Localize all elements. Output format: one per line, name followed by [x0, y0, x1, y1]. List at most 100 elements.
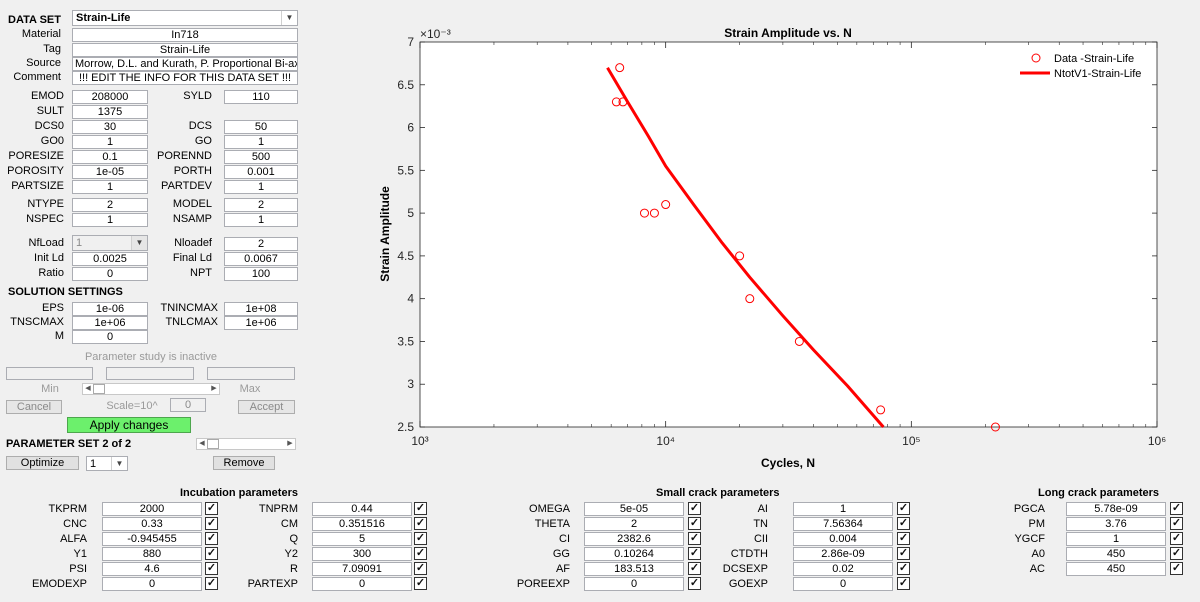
slider-right-arrow-icon[interactable]: ▶ [287, 440, 293, 447]
model-field[interactable]: 2 [224, 198, 298, 212]
porennd-field[interactable]: 500 [224, 150, 298, 164]
gg-field[interactable]: 0.10264 [584, 547, 684, 561]
pm-field[interactable]: 3.76 [1066, 517, 1166, 531]
dcsexp-checkbox[interactable]: ✓ [897, 562, 910, 575]
m-field[interactable]: 0 [72, 330, 148, 344]
y2-checkbox[interactable]: ✓ [414, 547, 427, 560]
cii-field[interactable]: 0.004 [793, 532, 893, 546]
omega-checkbox[interactable]: ✓ [688, 502, 701, 515]
accept-button[interactable]: Accept [238, 400, 295, 414]
a0-checkbox[interactable]: ✓ [1170, 547, 1183, 560]
slider-left-arrow-icon[interactable]: ◀ [85, 385, 91, 392]
nsamp-field[interactable]: 1 [224, 213, 298, 227]
q-checkbox[interactable]: ✓ [414, 532, 427, 545]
optimize-button[interactable]: Optimize [6, 456, 79, 470]
slider-left-arrow-icon[interactable]: ◀ [199, 440, 205, 447]
go0-field[interactable]: 1 [72, 135, 148, 149]
q-field[interactable]: 5 [312, 532, 412, 546]
pgca-checkbox[interactable]: ✓ [1170, 502, 1183, 515]
param-study-slider[interactable]: ◀ ▶ [82, 383, 220, 395]
ac-field[interactable]: 450 [1066, 562, 1166, 576]
goexp-checkbox[interactable]: ✓ [897, 577, 910, 590]
psi-checkbox[interactable]: ✓ [205, 562, 218, 575]
af-checkbox[interactable]: ✓ [688, 562, 701, 575]
pgca-field[interactable]: 5.78e-09 [1066, 502, 1166, 516]
slider-right-arrow-icon[interactable]: ▶ [211, 385, 217, 392]
y2-field[interactable]: 300 [312, 547, 412, 561]
tnprm-field[interactable]: 0.44 [312, 502, 412, 516]
tn-checkbox[interactable]: ✓ [897, 517, 910, 530]
sult-field[interactable]: 1375 [72, 105, 148, 119]
dcsexp-field[interactable]: 0.02 [793, 562, 893, 576]
porosity-field[interactable]: 1e-05 [72, 165, 148, 179]
slider-thumb[interactable] [207, 439, 219, 449]
gg-checkbox[interactable]: ✓ [688, 547, 701, 560]
cii-checkbox[interactable]: ✓ [897, 532, 910, 545]
partexp-field[interactable]: 0 [312, 577, 412, 591]
emodexp-field[interactable]: 0 [102, 577, 202, 591]
poreexp-checkbox[interactable]: ✓ [688, 577, 701, 590]
finalld-field[interactable]: 0.0067 [224, 252, 298, 266]
source-field[interactable]: Morrow, D.L. and Kurath, P. Proportional… [72, 57, 298, 71]
comment-field[interactable]: !!! EDIT THE INFO FOR THIS DATA SET !!! [72, 71, 298, 85]
nloadef-field[interactable]: 2 [224, 237, 298, 251]
cnc-checkbox[interactable]: ✓ [205, 517, 218, 530]
a0-field[interactable]: 450 [1066, 547, 1166, 561]
poreexp-field[interactable]: 0 [584, 577, 684, 591]
material-field[interactable]: In718 [72, 28, 298, 42]
cnc-field[interactable]: 0.33 [102, 517, 202, 531]
psi-field[interactable]: 4.6 [102, 562, 202, 576]
porth-field[interactable]: 0.001 [224, 165, 298, 179]
ai-field[interactable]: 1 [793, 502, 893, 516]
tnscmax-field[interactable]: 1e+06 [72, 316, 148, 330]
tkprm-field[interactable]: 2000 [102, 502, 202, 516]
cm-field[interactable]: 0.351516 [312, 517, 412, 531]
ac-checkbox[interactable]: ✓ [1170, 562, 1183, 575]
poresize-field[interactable]: 0.1 [72, 150, 148, 164]
goexp-field[interactable]: 0 [793, 577, 893, 591]
dataset-select[interactable]: Strain-Life ▼ [72, 10, 298, 26]
partdev-field[interactable]: 1 [224, 180, 298, 194]
nspec-field[interactable]: 1 [72, 213, 148, 227]
dcs-field[interactable]: 50 [224, 120, 298, 134]
ygcf-field[interactable]: 1 [1066, 532, 1166, 546]
af-field[interactable]: 183.513 [584, 562, 684, 576]
apply-changes-button[interactable]: Apply changes [67, 417, 191, 433]
y1-field[interactable]: 880 [102, 547, 202, 561]
cm-checkbox[interactable]: ✓ [414, 517, 427, 530]
chevron-down-icon[interactable]: ▼ [131, 236, 147, 250]
r-checkbox[interactable]: ✓ [414, 562, 427, 575]
syld-field[interactable]: 110 [224, 90, 298, 104]
cancel-button[interactable]: Cancel [6, 400, 62, 414]
alfa-checkbox[interactable]: ✓ [205, 532, 218, 545]
go-field[interactable]: 1 [224, 135, 298, 149]
pm-checkbox[interactable]: ✓ [1170, 517, 1183, 530]
param-study-field-3[interactable] [207, 367, 295, 380]
partsize-field[interactable]: 1 [72, 180, 148, 194]
scale-field[interactable]: 0 [170, 398, 206, 412]
ratio-field[interactable]: 0 [72, 267, 148, 281]
theta-checkbox[interactable]: ✓ [688, 517, 701, 530]
ygcf-checkbox[interactable]: ✓ [1170, 532, 1183, 545]
ci-checkbox[interactable]: ✓ [688, 532, 701, 545]
chevron-down-icon[interactable]: ▼ [111, 457, 127, 470]
alfa-field[interactable]: -0.945455 [102, 532, 202, 546]
emod-field[interactable]: 208000 [72, 90, 148, 104]
nfload-select[interactable]: 1 ▼ [72, 235, 148, 251]
slider-thumb[interactable] [93, 384, 105, 394]
ctdth-checkbox[interactable]: ✓ [897, 547, 910, 560]
ai-checkbox[interactable]: ✓ [897, 502, 910, 515]
tnlcmax-field[interactable]: 1e+06 [224, 316, 298, 330]
tnprm-checkbox[interactable]: ✓ [414, 502, 427, 515]
eps-field[interactable]: 1e-06 [72, 302, 148, 316]
parameter-set-select[interactable]: 1 ▼ [86, 456, 128, 471]
chevron-down-icon[interactable]: ▼ [281, 11, 297, 25]
dcs0-field[interactable]: 30 [72, 120, 148, 134]
initld-field[interactable]: 0.0025 [72, 252, 148, 266]
emodexp-checkbox[interactable]: ✓ [205, 577, 218, 590]
param-study-field-1[interactable] [6, 367, 93, 380]
parameter-set-slider[interactable]: ◀ ▶ [196, 438, 296, 450]
partexp-checkbox[interactable]: ✓ [414, 577, 427, 590]
ctdth-field[interactable]: 2.86e-09 [793, 547, 893, 561]
tkprm-checkbox[interactable]: ✓ [205, 502, 218, 515]
